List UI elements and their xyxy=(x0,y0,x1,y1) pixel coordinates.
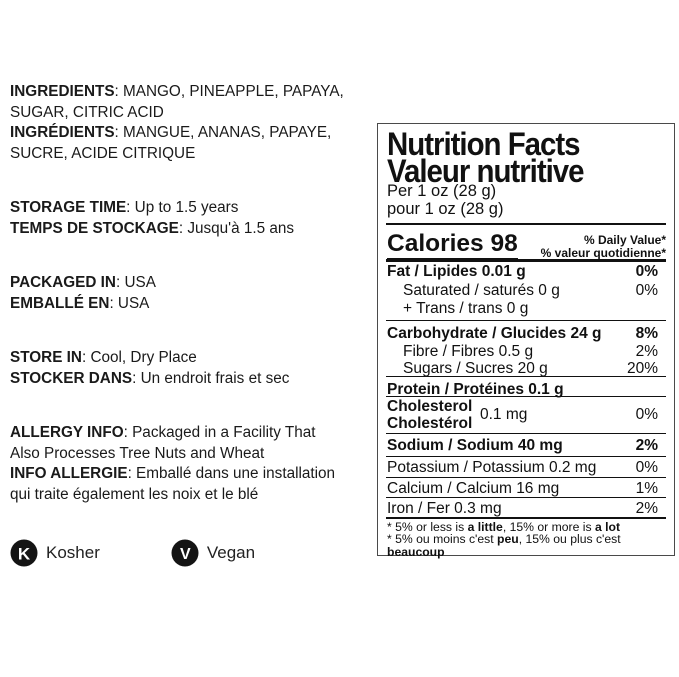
svg-text:K: K xyxy=(18,545,31,564)
svg-text:V: V xyxy=(180,546,191,563)
